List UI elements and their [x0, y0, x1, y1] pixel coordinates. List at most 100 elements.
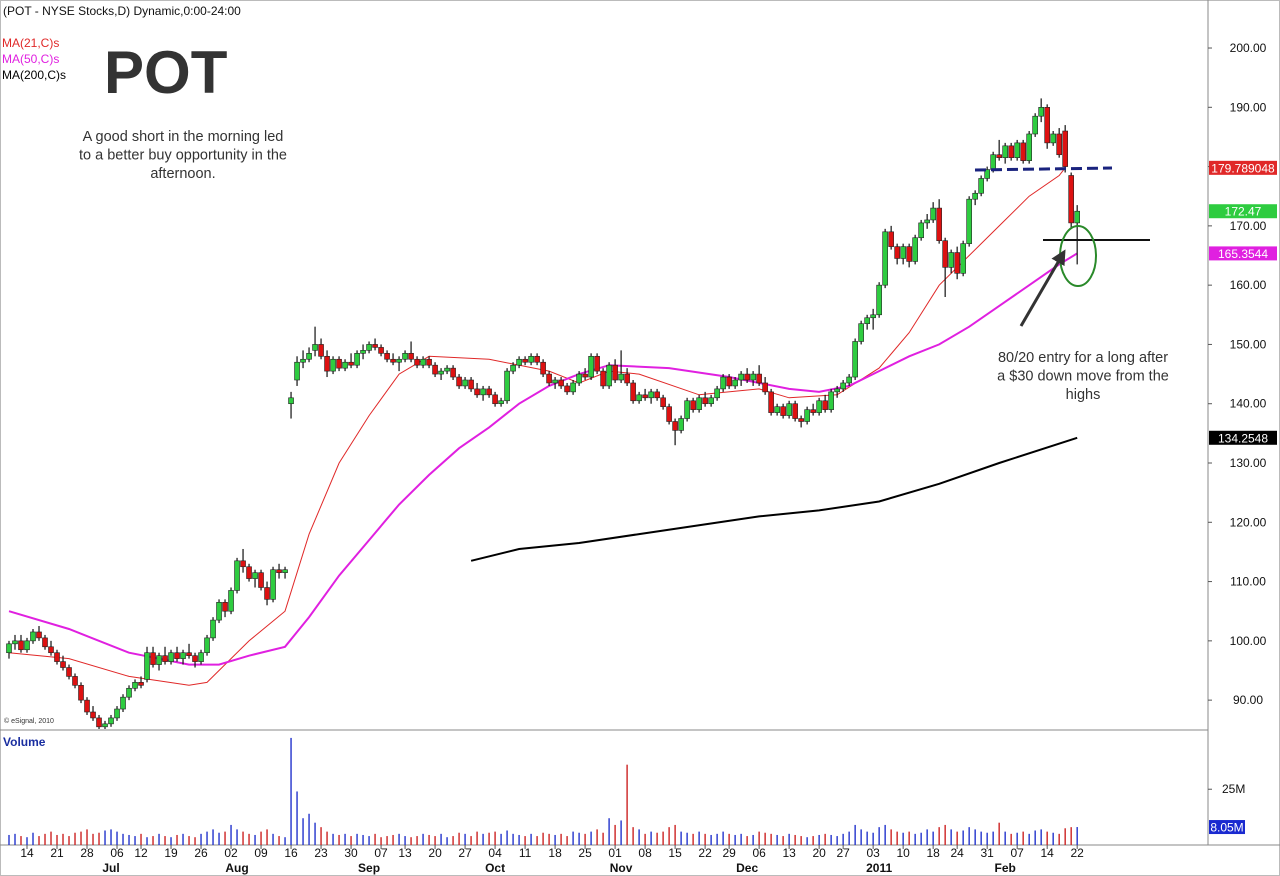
ticker: POT: [104, 39, 227, 106]
candle-body: [690, 400, 696, 410]
candle-body: [60, 661, 66, 668]
candle-body: [360, 350, 366, 354]
candle-body: [810, 409, 816, 413]
candle-body: [876, 284, 882, 316]
candle-body: [510, 364, 516, 372]
x-tick-label: 10: [896, 846, 910, 860]
x-tick-label: 11: [519, 846, 532, 860]
candle-body: [474, 388, 480, 396]
candle-body: [990, 154, 996, 170]
x-tick-label: 24: [950, 846, 964, 860]
candle-body: [54, 652, 60, 662]
candle-body: [546, 373, 552, 384]
candle-body: [126, 687, 132, 698]
candle-body: [768, 391, 774, 413]
candle-body: [414, 358, 420, 366]
month-label: Sep: [358, 861, 380, 875]
volume-title: Volume: [3, 735, 46, 749]
candle-body: [384, 353, 390, 360]
last-value-box: [1209, 430, 1277, 445]
candle-body: [636, 394, 642, 402]
candle-body: [954, 252, 960, 274]
x-tick-label: 18: [926, 846, 940, 860]
candle-body: [774, 406, 780, 413]
price-pane: [6, 98, 1080, 729]
candle-body: [594, 355, 600, 372]
candle-body: [762, 382, 768, 393]
x-tick-label: 23: [314, 846, 328, 860]
candle-body: [198, 652, 204, 662]
candle-body: [1056, 133, 1062, 156]
volume-tick-label: 25M: [1222, 782, 1245, 796]
candle-body: [354, 353, 360, 366]
x-tick-label: 02: [224, 846, 238, 860]
candle-body: [498, 400, 504, 405]
candle-body: [516, 358, 522, 366]
candle-body: [1002, 145, 1008, 158]
candle-body: [1032, 115, 1038, 135]
candle-body: [78, 685, 84, 701]
candle-body: [138, 682, 144, 686]
candle-body: [714, 388, 720, 399]
x-tick-label: 07: [374, 846, 388, 860]
x-tick-label: 14: [1040, 846, 1054, 860]
y-tick-label: 130.00: [1230, 456, 1267, 470]
candle-body: [528, 355, 534, 363]
candle-body: [924, 219, 930, 224]
candle-body: [996, 154, 1002, 158]
candle-body: [234, 560, 240, 591]
candle-body: [684, 400, 690, 419]
candle-body: [312, 344, 318, 351]
candle-body: [1050, 133, 1056, 144]
candle-body: [264, 587, 270, 600]
candle-body: [246, 566, 252, 579]
candle-body: [918, 222, 924, 239]
candle-body: [132, 682, 138, 689]
candle-body: [786, 403, 792, 416]
y-tick-label: 170.00: [1230, 219, 1267, 233]
candle-body: [324, 355, 330, 372]
candle-body: [462, 379, 468, 387]
candle-body: [564, 385, 570, 393]
candle-body: [156, 655, 162, 665]
candle-body: [96, 717, 102, 728]
candle-body: [174, 652, 180, 659]
candle-body: [540, 361, 546, 375]
candle-body: [252, 572, 258, 579]
candle-body: [570, 382, 576, 393]
candle-body: [402, 353, 408, 360]
candle-body: [612, 364, 618, 381]
x-tick-label: 29: [722, 846, 736, 860]
candle-body: [366, 344, 372, 351]
candle-body: [282, 569, 288, 573]
candle-body: [480, 388, 486, 396]
x-tick-label: 03: [866, 846, 880, 860]
candle-body: [864, 317, 870, 324]
x-tick-label: 06: [752, 846, 766, 860]
candle-body: [270, 569, 276, 600]
candle-body: [780, 406, 786, 416]
last-value-box: [1209, 204, 1277, 219]
candle-body: [606, 364, 612, 387]
candle-body: [468, 379, 474, 390]
candle-body: [192, 655, 198, 662]
candle-body: [552, 379, 558, 384]
y-tick-label: 190.00: [1230, 100, 1267, 114]
candle-body: [642, 394, 648, 399]
candle-body: [708, 397, 714, 405]
candle-body: [72, 676, 78, 686]
candle-body: [450, 367, 456, 378]
candle-body: [972, 192, 978, 200]
candle-body: [24, 640, 30, 651]
last-value-label: 134.2548: [1218, 431, 1268, 445]
candle-body: [534, 355, 540, 363]
candle-body: [66, 667, 72, 677]
chart-title: (POT - NYSE Stocks,D) Dynamic,0:00-24:00: [3, 4, 241, 18]
candle-body: [84, 699, 90, 713]
candle-body: [504, 370, 510, 402]
legend-entry: MA(50,C)s: [2, 52, 59, 66]
candle-body: [372, 344, 378, 348]
candle-body: [162, 655, 168, 662]
x-tick-label: 22: [698, 846, 712, 860]
x-tick-label: 22: [1070, 846, 1084, 860]
